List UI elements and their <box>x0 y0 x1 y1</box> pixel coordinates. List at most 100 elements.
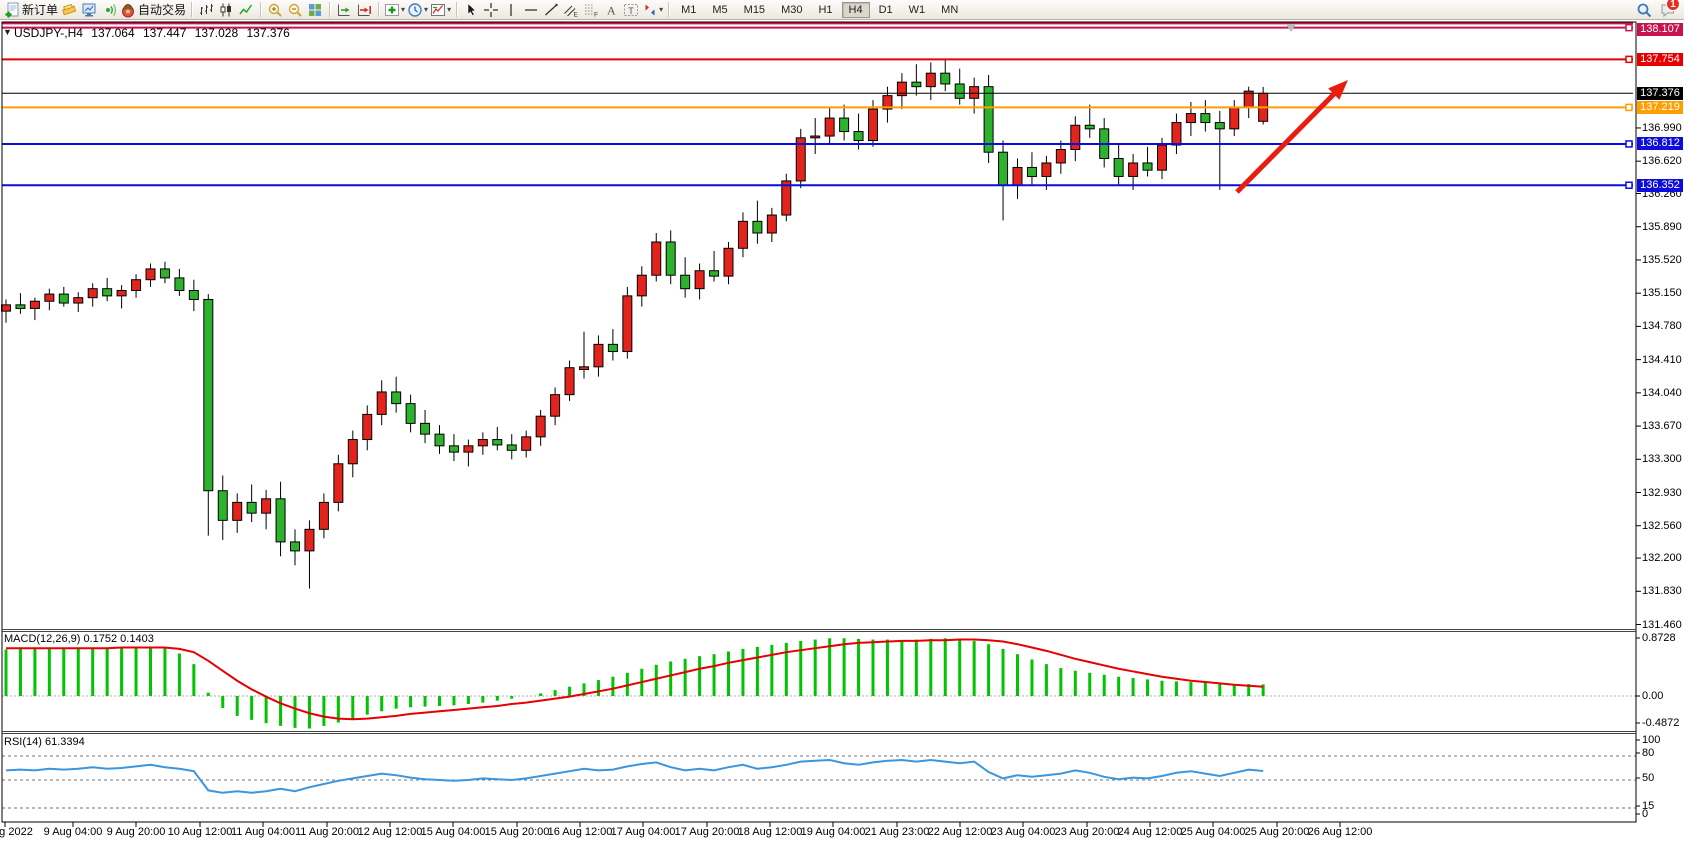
candle-body <box>217 490 228 521</box>
time-axis-label: 17 Aug 04:00 <box>610 826 676 838</box>
candlestick-chart-button[interactable] <box>216 1 236 19</box>
bar-chart-button[interactable] <box>196 1 216 19</box>
toolbar-separator <box>668 2 670 17</box>
timeframe-button-m30[interactable]: M30 <box>781 3 803 16</box>
clock-icon <box>408 2 422 17</box>
price-axis-tick-label: 135.150 <box>1642 287 1682 300</box>
line-endpoint-marker[interactable] <box>1625 55 1633 64</box>
candle-body <box>680 274 691 290</box>
low-value: 137.028 <box>194 26 239 40</box>
arrows-icon <box>645 4 655 15</box>
line-chart-button[interactable] <box>236 1 256 19</box>
equidistant-channel-button[interactable]: E <box>561 1 581 19</box>
timeframe-button-m1[interactable]: M1 <box>681 3 697 16</box>
candle-body <box>362 413 373 441</box>
zoom-out-button[interactable] <box>285 1 305 19</box>
autotrading-button[interactable]: 自动交易 <box>119 1 187 19</box>
timeframe-button-w1[interactable]: W1 <box>908 3 926 16</box>
candle-body <box>694 270 705 290</box>
fibonacci-button[interactable]: F <box>581 1 601 19</box>
toolbar-separator <box>329 2 331 17</box>
chart-shift-button[interactable] <box>354 1 374 19</box>
cursor-button[interactable] <box>461 1 481 19</box>
timeframe-button-mn[interactable]: MN <box>941 3 959 16</box>
time-axis-label: 10 Aug 12:00 <box>167 826 233 838</box>
rsi-axis-tick-label: 50 <box>1642 772 1655 784</box>
notifications-button[interactable]: 1 <box>1658 0 1680 19</box>
autotrading-button-label: 自动交易 <box>138 3 187 17</box>
zoom-in-button[interactable] <box>265 1 285 19</box>
cursor-icon <box>467 2 477 16</box>
candle-body <box>969 86 980 99</box>
price-axis-tick-label: 134.410 <box>1642 353 1682 366</box>
periods-button[interactable]: ▾ <box>406 1 429 19</box>
data-window-button[interactable] <box>79 1 99 19</box>
time-axis-label: 25 Aug 20:00 <box>1244 826 1310 838</box>
candle-body <box>73 297 84 304</box>
indicators-button[interactable]: ▾ <box>383 1 406 19</box>
candle-body <box>376 391 387 415</box>
candle-body <box>636 274 647 297</box>
price-line-badge-137.754: 137.754 <box>1637 52 1683 66</box>
rsi-line <box>5 758 1264 794</box>
template-icon <box>431 3 446 16</box>
tile-windows-button[interactable] <box>305 1 325 19</box>
macd-axis-tick-label: -0.4872 <box>1642 717 1680 729</box>
svg-text:E: E <box>574 11 579 18</box>
tile-icon <box>309 3 322 16</box>
rsi-axis-tick-label: 15 <box>1642 800 1655 812</box>
candle-body <box>853 131 864 142</box>
candle-body <box>607 343 618 353</box>
trendline-button[interactable] <box>541 1 561 19</box>
search-icon <box>1637 3 1652 17</box>
signals-button[interactable] <box>99 1 119 19</box>
time-axis-label: 18 Aug 12:00 <box>737 826 803 838</box>
candle-body <box>665 241 676 276</box>
search-button[interactable] <box>1634 1 1654 19</box>
crosshair-button[interactable] <box>481 1 501 19</box>
notification-count-badge: 1 <box>1666 0 1680 11</box>
candle-body <box>116 289 127 297</box>
timeframe-button-h1[interactable]: H1 <box>818 3 833 16</box>
trend-arrow-annotation[interactable] <box>1235 90 1338 194</box>
new-order-icon <box>5 2 19 17</box>
candle-body <box>723 247 734 277</box>
indicators-icon <box>385 3 400 16</box>
candle-body <box>347 439 358 465</box>
price-axis-tick-label: 132.200 <box>1642 552 1682 565</box>
svg-text:F: F <box>594 11 598 18</box>
trend-arrow-head[interactable] <box>1328 80 1348 100</box>
candle-body <box>1128 162 1139 177</box>
auto-scroll-button[interactable] <box>334 1 354 19</box>
text-button[interactable]: A <box>601 1 621 19</box>
line-endpoint-marker[interactable] <box>1625 23 1633 32</box>
timeframe-button-d1[interactable]: D1 <box>878 3 893 16</box>
line-endpoint-marker[interactable] <box>1625 181 1633 189</box>
line-endpoint-marker[interactable] <box>1625 140 1633 148</box>
timeframe-button-h4[interactable]: H4 <box>841 1 870 18</box>
timeframe-button-m15[interactable]: M15 <box>743 3 766 16</box>
oneclick-trading-toggle-icon[interactable]: ▼ <box>3 27 12 37</box>
candle-body <box>535 415 546 438</box>
label-button[interactable]: T <box>621 1 641 19</box>
rsi-axis-tick-label: 80 <box>1642 747 1655 759</box>
toolbar-separator <box>378 2 380 17</box>
time-axis-label: 11 Aug 04:00 <box>230 826 296 838</box>
candle-body <box>1185 113 1196 124</box>
candle-body <box>839 117 850 133</box>
time-axis-label: 15 Aug 20:00 <box>484 826 550 838</box>
textT-icon: T <box>624 3 639 16</box>
horizontal-line-button[interactable] <box>521 1 541 19</box>
line-endpoint-marker[interactable] <box>1625 103 1633 112</box>
vertical-line-button[interactable] <box>501 1 521 19</box>
candle-body <box>1142 162 1153 171</box>
candles-icon <box>220 3 232 16</box>
candle-body <box>15 304 26 309</box>
chart-window-button[interactable] <box>59 1 79 19</box>
new-order-button[interactable]: 新订单 <box>3 1 59 19</box>
timeframe-button-m5[interactable]: M5 <box>712 3 728 16</box>
arrows-button[interactable]: ▾ <box>641 1 664 19</box>
templates-button[interactable]: ▾ <box>429 1 452 19</box>
